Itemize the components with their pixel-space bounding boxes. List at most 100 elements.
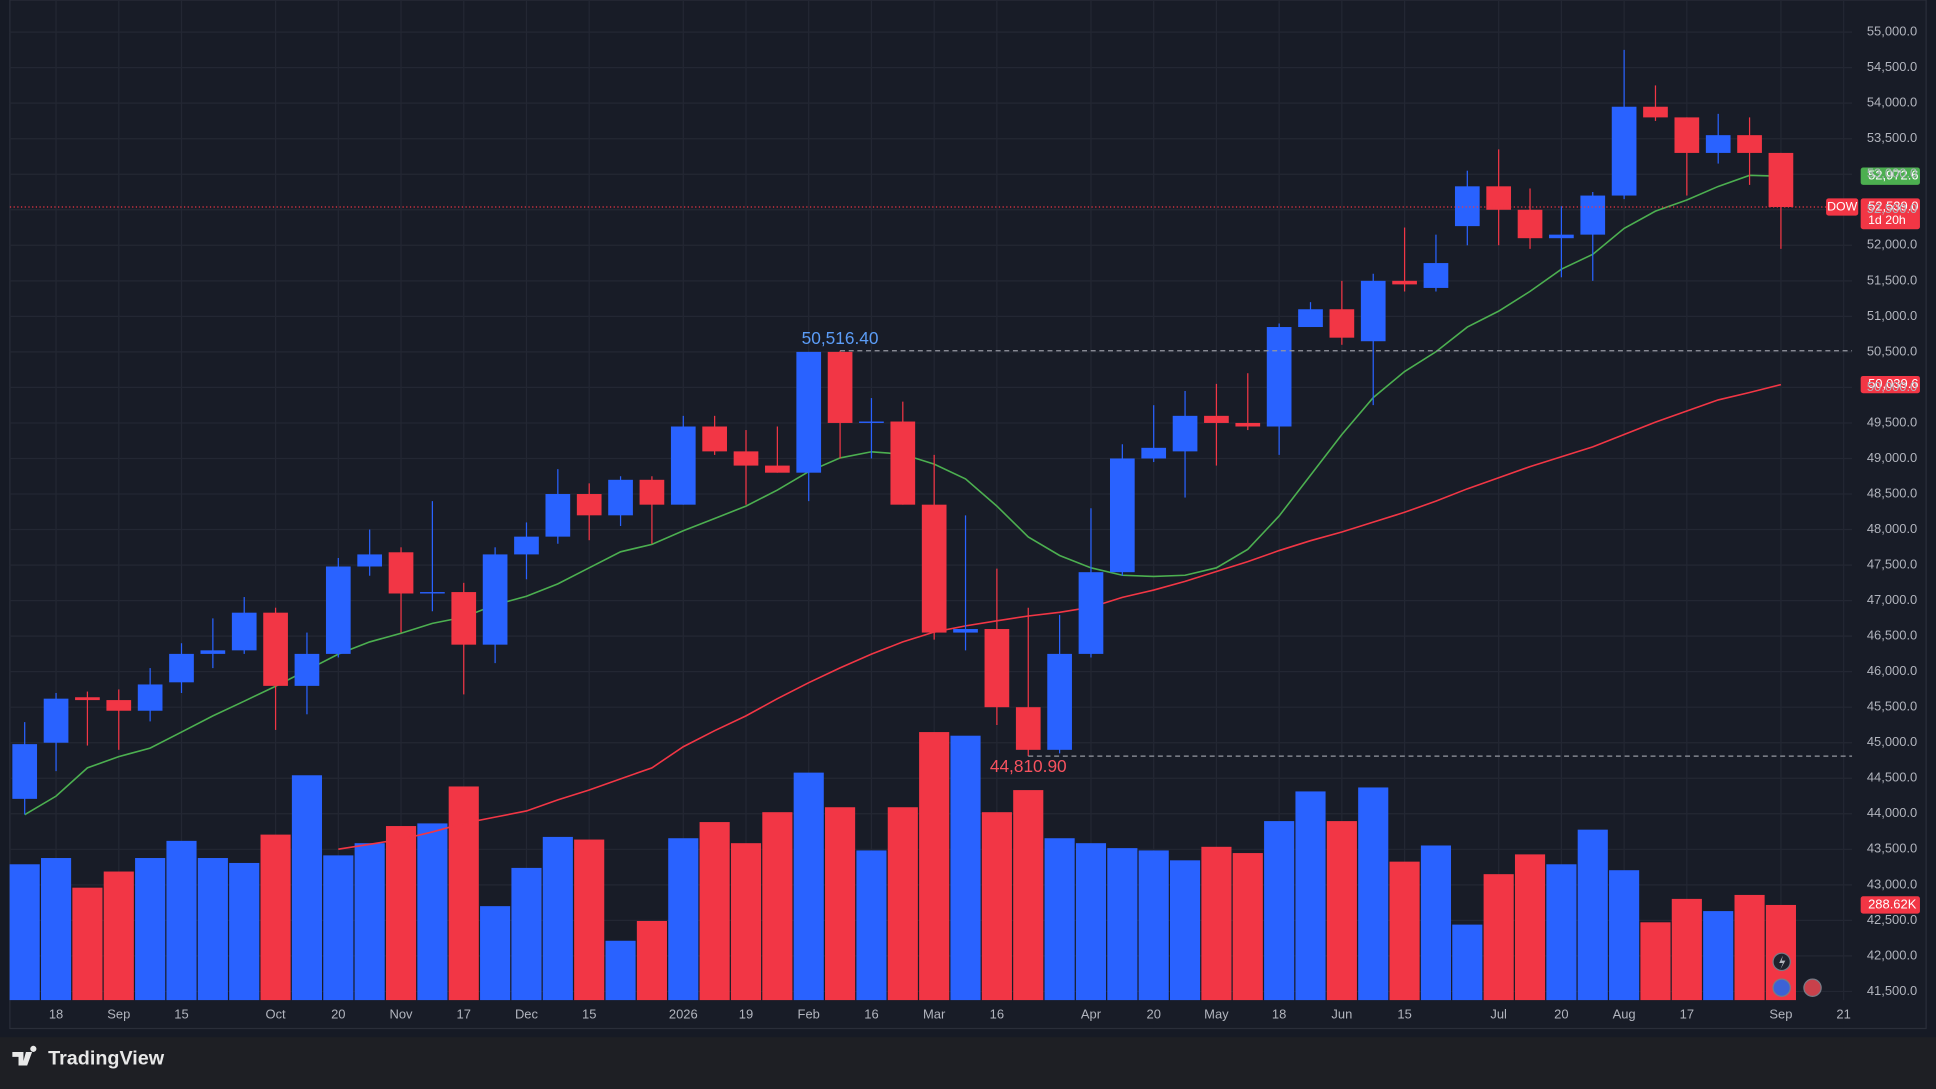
candle-body [702,426,727,452]
y-tick-label: 49,000.0 [1867,450,1917,465]
x-tick-label: Aug [1613,1006,1636,1021]
volume-bar [197,858,228,1001]
symbol-label: DOW [1827,199,1857,213]
volume-bar [574,839,605,1001]
volume-bar [1201,846,1232,1001]
x-tick-label: 15 [174,1006,188,1021]
candle-body [1360,280,1386,342]
candle-body [1454,186,1480,227]
candle-body [1204,415,1229,423]
volume-bar [605,940,636,1001]
x-tick-label: 21 [1836,1006,1850,1021]
candle-body [1517,209,1543,239]
event-icons [1772,952,1822,998]
candle-body [890,421,916,505]
y-tick-label: 47,500.0 [1867,556,1917,571]
volume-bar [699,822,730,1001]
x-tick-label: 18 [1272,1006,1286,1021]
x-tick-label: Nov [390,1006,414,1021]
volume-bar [887,807,918,1001]
volume-bar [825,807,856,1001]
y-tick-label: 55,000.0 [1867,24,1917,39]
volume-bar [919,732,950,1001]
volume-bar [323,855,354,1001]
volume-bar [1546,864,1577,1001]
price-badge-label: 288.62K [1868,896,1917,911]
volume-bar [291,775,323,1001]
y-tick-label: 41,500.0 [1867,983,1917,998]
volume-bar [730,843,762,1001]
volume-bar [950,735,981,1001]
y-tick-label: 50,000.0 [1867,379,1917,394]
volume-bar [1044,838,1075,1001]
x-tick-label: 15 [582,1006,596,1021]
x-tick-label: Oct [266,1006,287,1021]
price-badge-label: 52,539.0 [1868,198,1918,213]
symbol-badge [1826,198,1859,216]
brand: TradingView [12,1045,165,1070]
x-tick-label: 20 [1146,1006,1160,1021]
y-tick-label: 45,000.0 [1867,734,1917,749]
y-tick-label: 44,500.0 [1867,770,1917,785]
candle-body [294,653,320,686]
volume-bar [1514,854,1546,1001]
candle-body [388,552,414,594]
volume-bar [1577,829,1608,1001]
candle-body [639,479,665,505]
x-tick-label: 17 [457,1006,471,1021]
volume-bar [1389,861,1420,1001]
price-badge [1860,198,1920,230]
candle-body [1643,106,1668,118]
candle-body [1423,263,1449,288]
x-tick-label: 2026 [669,1006,698,1021]
volume-bar [1452,924,1483,1001]
y-tick-label: 43,500.0 [1867,841,1917,856]
candle-body [1674,117,1700,153]
candle-body [859,421,884,423]
x-tick-label: Jul [1490,1006,1507,1021]
volume-bar [1013,790,1044,1001]
volume-bar [856,850,887,1001]
y-tick-label: 48,000.0 [1867,521,1917,536]
x-tick-label: Apr [1081,1006,1102,1021]
candle-body [1705,135,1731,153]
candle-body [1611,106,1637,196]
volume-bar [1483,874,1514,1001]
volume-bar [1138,850,1169,1001]
volume-bar [668,838,699,1001]
volume-bar [166,840,197,1001]
candle-body [953,629,978,633]
volume-bar [793,772,824,1001]
volume-bar [1232,853,1263,1001]
candle-body [576,494,602,516]
candle-body [420,592,445,594]
candle-body [670,426,696,505]
volume-bar [354,843,385,1001]
footer [0,1037,1936,1089]
price-badge-label: 50,039.6 [1868,376,1918,391]
y-tick-label: 53,500.0 [1867,130,1917,145]
candle-body [1580,195,1606,235]
y-tick-label: 42,000.0 [1867,947,1917,962]
candle-body [827,351,853,423]
volume-bar [1420,845,1452,1001]
candle-body [1015,707,1041,750]
x-tick-label: 20 [331,1006,345,1021]
candle-body [733,451,759,466]
volume-bar [385,826,417,1001]
event-icon [1803,978,1822,998]
candle-body [169,653,194,683]
x-tick-label: 19 [739,1006,753,1021]
volume-bar [511,867,542,1001]
candle-body [1392,280,1417,285]
candle-body [75,697,100,701]
y-tick-label: 50,500.0 [1867,343,1917,358]
candle-body [765,465,790,473]
volume-bar [981,812,1012,1001]
volume-bar [542,836,573,1001]
volume-bar [636,920,667,1001]
volume-bar [135,858,166,1001]
candle-body [1266,327,1292,427]
candle-body [357,554,383,567]
y-tick-label: 51,500.0 [1867,272,1917,287]
